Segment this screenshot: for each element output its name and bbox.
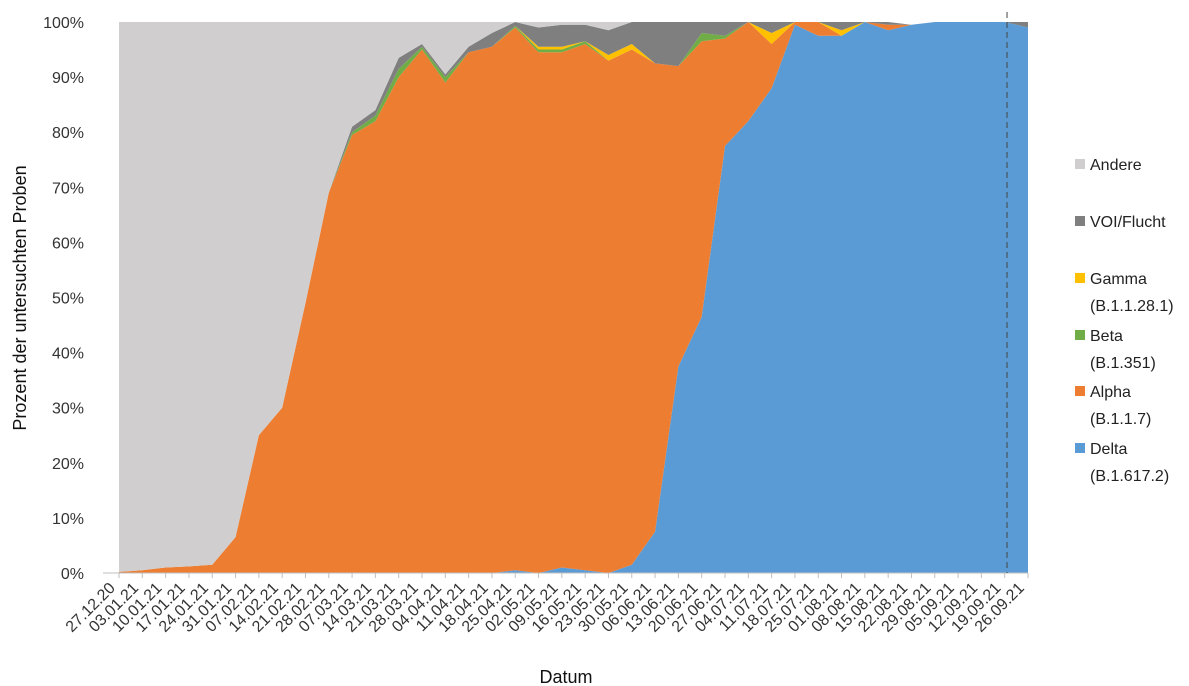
y-tick-label: 70% bbox=[52, 180, 84, 197]
y-tick-label: 0% bbox=[61, 566, 84, 583]
legend-label: Delta bbox=[1090, 441, 1127, 458]
legend-swatch bbox=[1075, 330, 1085, 340]
legend-label: Alpha bbox=[1090, 384, 1131, 401]
y-axis-title: Prozent der untersuchten Proben bbox=[10, 165, 30, 430]
y-tick-label: 80% bbox=[52, 125, 84, 142]
y-tick-label: 20% bbox=[52, 456, 84, 473]
y-tick-label: 50% bbox=[52, 291, 84, 308]
legend-label: Andere bbox=[1090, 157, 1142, 174]
y-tick-label: 40% bbox=[52, 346, 84, 363]
legend-swatch bbox=[1075, 273, 1085, 283]
y-tick-label: 100% bbox=[43, 15, 84, 32]
area-series-1 bbox=[119, 22, 1028, 573]
legend-swatch bbox=[1075, 216, 1085, 226]
legend-label: Gamma bbox=[1090, 271, 1147, 288]
y-tick-label: 90% bbox=[52, 70, 84, 87]
legend-label: VOI/Flucht bbox=[1090, 214, 1166, 231]
y-tick-label: 30% bbox=[52, 401, 84, 418]
legend-sublabel: (B.1.1.28.1) bbox=[1090, 298, 1174, 315]
legend-sublabel: (B.1.617.2) bbox=[1090, 468, 1169, 485]
y-tick-label: 60% bbox=[52, 235, 84, 252]
legend-label: Beta bbox=[1090, 328, 1123, 345]
plot-areas bbox=[119, 22, 1028, 573]
area-series-5 bbox=[119, 22, 1028, 572]
x-axis-ticks: 27.12.2003.01.2110.01.2117.01.2124.01.21… bbox=[63, 573, 1029, 636]
legend-swatch bbox=[1075, 386, 1085, 396]
legend-sublabel: (B.1.1.7) bbox=[1090, 411, 1151, 428]
x-axis-title: Datum bbox=[539, 667, 592, 686]
area-series-0 bbox=[119, 22, 1028, 573]
legend-swatch bbox=[1075, 159, 1085, 169]
y-tick-label: 10% bbox=[52, 511, 84, 528]
legend-sublabel: (B.1.351) bbox=[1090, 355, 1156, 372]
legend-swatch bbox=[1075, 443, 1085, 453]
y-axis-ticks: 0% 10% 20% 30% 40% 50% 60% 70% 80% 90% 100% bbox=[43, 15, 84, 583]
legend: Andere VOI/Flucht Gamma (B.1.1.28.1) Beta (B.… bbox=[1075, 157, 1174, 485]
